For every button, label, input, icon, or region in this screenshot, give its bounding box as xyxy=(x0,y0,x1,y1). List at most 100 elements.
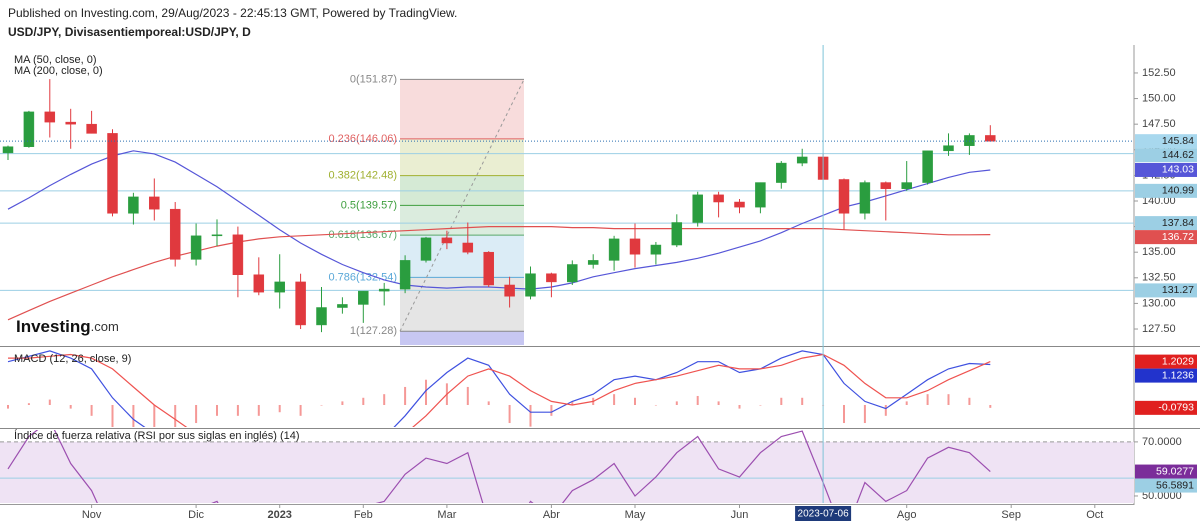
macd-line xyxy=(8,353,991,427)
histogram-bar xyxy=(675,401,678,405)
y-tick-label: 50.0000 xyxy=(1142,490,1182,502)
macd-line xyxy=(7,350,991,427)
logo-text: Investing xyxy=(16,317,91,336)
candle-body xyxy=(922,150,933,183)
candle-body xyxy=(483,251,494,286)
macd-title: MACD (12, 26, close, 9) xyxy=(14,353,131,365)
price-badge-label: 131.27 xyxy=(1162,284,1194,296)
moving-average xyxy=(7,150,991,290)
fib-band xyxy=(400,331,524,345)
histogram-bar xyxy=(111,404,114,427)
candle-body xyxy=(23,111,35,147)
y-tick-label: 135.00 xyxy=(1142,246,1176,258)
histogram-bar xyxy=(425,379,427,405)
price-badge xyxy=(1135,216,1197,231)
histogram-bar xyxy=(153,404,156,427)
fib-label: 0.5(139.57) xyxy=(341,199,397,211)
histogram-bar xyxy=(383,394,386,405)
candle-body xyxy=(504,284,515,297)
price-panel: 0(151.87) 0.236(146.06) 0.382(142.48) 0.5(1… xyxy=(0,73,1134,345)
histogram-bar xyxy=(174,404,177,427)
fib-label: 0.786(132.54) xyxy=(329,271,398,283)
histogram-bar xyxy=(341,401,344,405)
histogram-bar xyxy=(696,395,699,405)
y-tick-label: 132.50 xyxy=(1142,272,1176,284)
histogram-bar xyxy=(487,401,490,405)
x-tick-label: Ago xyxy=(897,509,917,521)
published-note: Published on Investing.com, 29/Aug/2023 … xyxy=(8,6,457,20)
candle-body xyxy=(169,208,181,260)
candle-body xyxy=(964,135,975,146)
logo: Investing.com xyxy=(16,317,119,336)
histogram-bar xyxy=(278,404,281,413)
histogram-bar xyxy=(48,399,51,405)
price-badge-label: 145.84 xyxy=(1162,135,1194,147)
candle-body xyxy=(692,194,703,223)
rsi-title: Índice de fuerza relativa (RSI por sus s… xyxy=(14,429,300,442)
candle-body xyxy=(587,260,599,265)
price-badge xyxy=(1135,134,1197,149)
histogram-bar xyxy=(780,397,783,405)
candle-body xyxy=(734,201,745,208)
candle-body xyxy=(859,182,871,214)
y-tick-label: 147.50 xyxy=(1142,118,1176,130)
candle-body xyxy=(755,182,766,208)
histogram-bar xyxy=(466,386,469,405)
price-badge xyxy=(1135,183,1197,198)
x-tick-label: Dic xyxy=(188,509,204,521)
candle-body xyxy=(107,133,118,214)
histogram-bar xyxy=(947,394,950,405)
histogram-bar xyxy=(759,404,762,406)
histogram-bar xyxy=(905,401,908,405)
histogram-bar xyxy=(195,404,198,424)
y-tick-label: 70.0000 xyxy=(1142,436,1182,448)
histogram-bar xyxy=(654,404,657,406)
x-tick-label: May xyxy=(625,509,646,521)
candle-body xyxy=(232,234,244,275)
axes: 127.50130.00132.50135.00137.50140.00142.… xyxy=(82,45,1197,521)
price-badge-label: -0.0793 xyxy=(1158,402,1194,414)
candle-body xyxy=(274,281,285,293)
fib-trend xyxy=(399,79,525,332)
candle-body xyxy=(337,304,348,308)
candle-body xyxy=(420,237,432,261)
price-badge-label: 136.72 xyxy=(1162,231,1194,243)
x-tick-label: Jun xyxy=(731,509,749,521)
price-badge xyxy=(1135,354,1197,369)
price-badge-label: 143.03 xyxy=(1162,164,1194,176)
fib-band xyxy=(400,138,524,176)
candle-body xyxy=(796,156,808,164)
candle-body xyxy=(525,273,536,297)
histogram-bar xyxy=(717,401,720,405)
histogram-bar xyxy=(571,401,574,405)
macd-panel xyxy=(7,350,992,427)
candle-body xyxy=(316,307,327,326)
x-tick-label: 2023 xyxy=(267,509,291,521)
histogram-bar xyxy=(634,397,636,405)
price-badge-label: 56.5891 xyxy=(1156,479,1194,491)
legend-entry: MA (50, close, 0) xyxy=(14,54,97,66)
candle-body xyxy=(713,194,724,203)
price-badge-label: 137.84 xyxy=(1162,217,1194,229)
rsi-band xyxy=(0,441,1134,503)
price-badge-label: 59.0277 xyxy=(1156,465,1194,477)
fib-label: 1(127.28) xyxy=(350,325,397,337)
histogram-bar xyxy=(529,404,532,427)
price-badge-label: 140.99 xyxy=(1162,185,1194,197)
candle-body xyxy=(901,182,912,189)
histogram-bar xyxy=(801,397,804,405)
candle-body xyxy=(546,273,557,283)
fib-label: 0.236(146.06) xyxy=(329,133,398,145)
candle-body xyxy=(650,244,662,255)
histogram-bar xyxy=(90,404,93,416)
histogram-bar xyxy=(27,403,30,405)
y-tick-label: 140.00 xyxy=(1142,195,1176,207)
histogram-bar xyxy=(508,404,511,424)
price-badge xyxy=(1135,230,1197,245)
histogram-bar xyxy=(863,404,866,424)
y-tick-label: 130.00 xyxy=(1142,297,1176,309)
candle-body xyxy=(86,123,97,134)
rsi-line xyxy=(7,430,991,503)
crosshair-label: 2023-07-06 xyxy=(798,509,850,520)
